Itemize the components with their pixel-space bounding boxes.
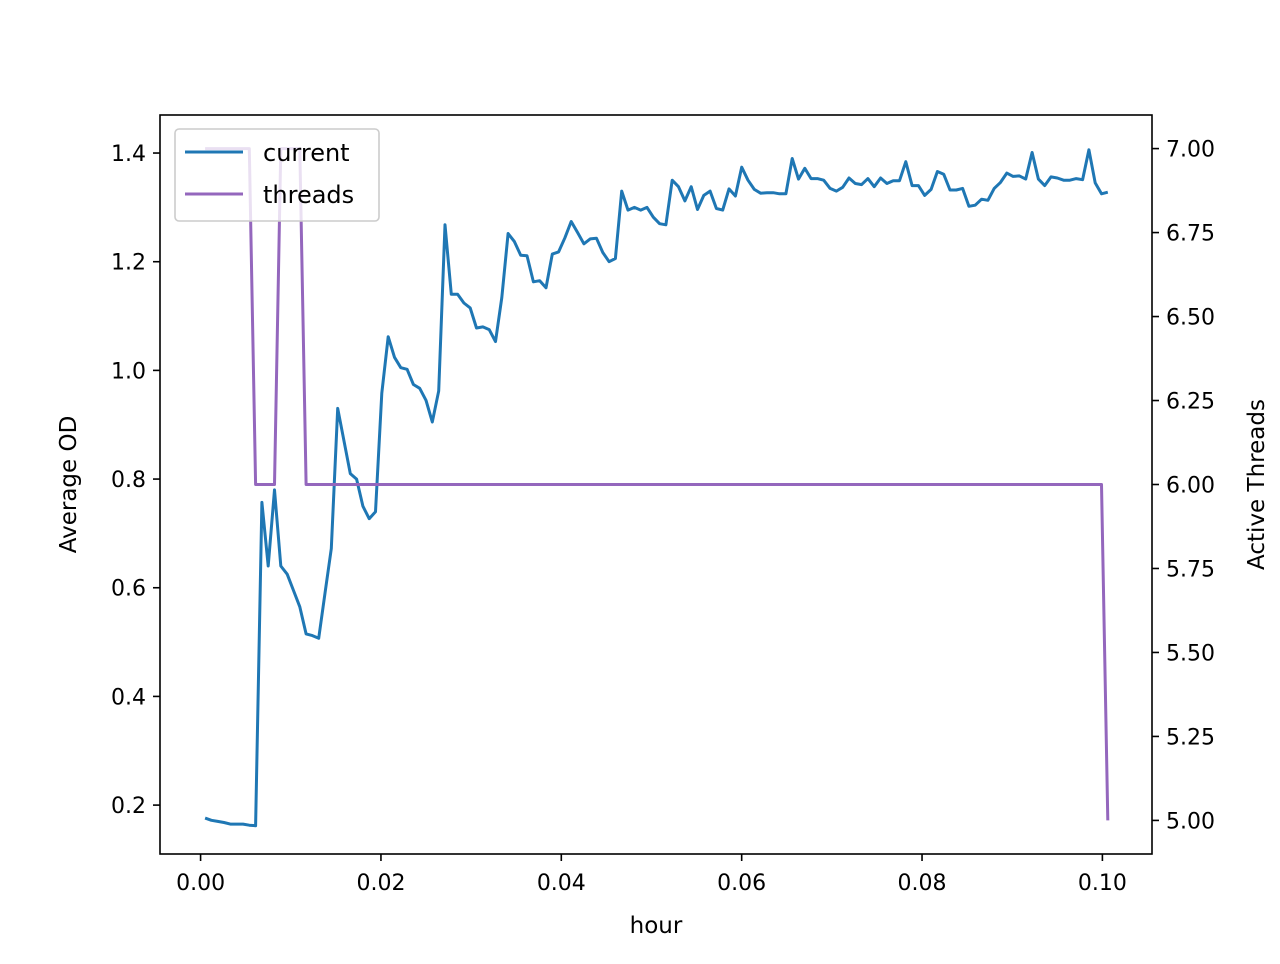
legend-label-current: current [263, 139, 350, 167]
y-left-tick-label: 1.0 [111, 359, 146, 384]
x-tick-label: 0.02 [356, 871, 405, 896]
y-right-tick-label: 5.25 [1166, 725, 1215, 750]
y-left-tick-label: 0.6 [111, 577, 146, 602]
x-tick-label: 0.00 [176, 871, 225, 896]
series-line-current [204, 148, 1109, 828]
series-line-threads [205, 147, 1110, 821]
y-left-tick-label: 0.8 [111, 468, 146, 493]
y-axis-right-label: Active Threads [1244, 399, 1270, 570]
y-left-tick-label: 0.4 [111, 685, 146, 710]
y-right-tick-label: 5.00 [1166, 809, 1215, 834]
y-left-tick-label: 0.2 [111, 794, 146, 819]
x-tick-label: 0.08 [898, 871, 947, 896]
y-left-tick-label: 1.4 [111, 142, 146, 167]
y-right-tick-label: 6.25 [1166, 390, 1215, 415]
x-tick-label: 0.04 [537, 871, 586, 896]
legend-label-threads: threads [263, 181, 354, 209]
y-axis-left-label: Average OD [56, 416, 82, 554]
x-tick-label: 0.06 [717, 871, 766, 896]
y-right-tick-label: 6.00 [1166, 474, 1215, 499]
x-tick-label: 0.10 [1078, 871, 1127, 896]
y-right-tick-label: 6.75 [1166, 222, 1215, 247]
y-right-tick-label: 7.00 [1166, 138, 1215, 163]
y-left-tick-label: 1.2 [111, 251, 146, 276]
y-right-tick-label: 5.50 [1166, 641, 1215, 666]
y-right-tick-label: 6.50 [1166, 306, 1215, 331]
x-axis-label: hour [630, 913, 683, 939]
y-right-tick-label: 5.75 [1166, 557, 1215, 582]
